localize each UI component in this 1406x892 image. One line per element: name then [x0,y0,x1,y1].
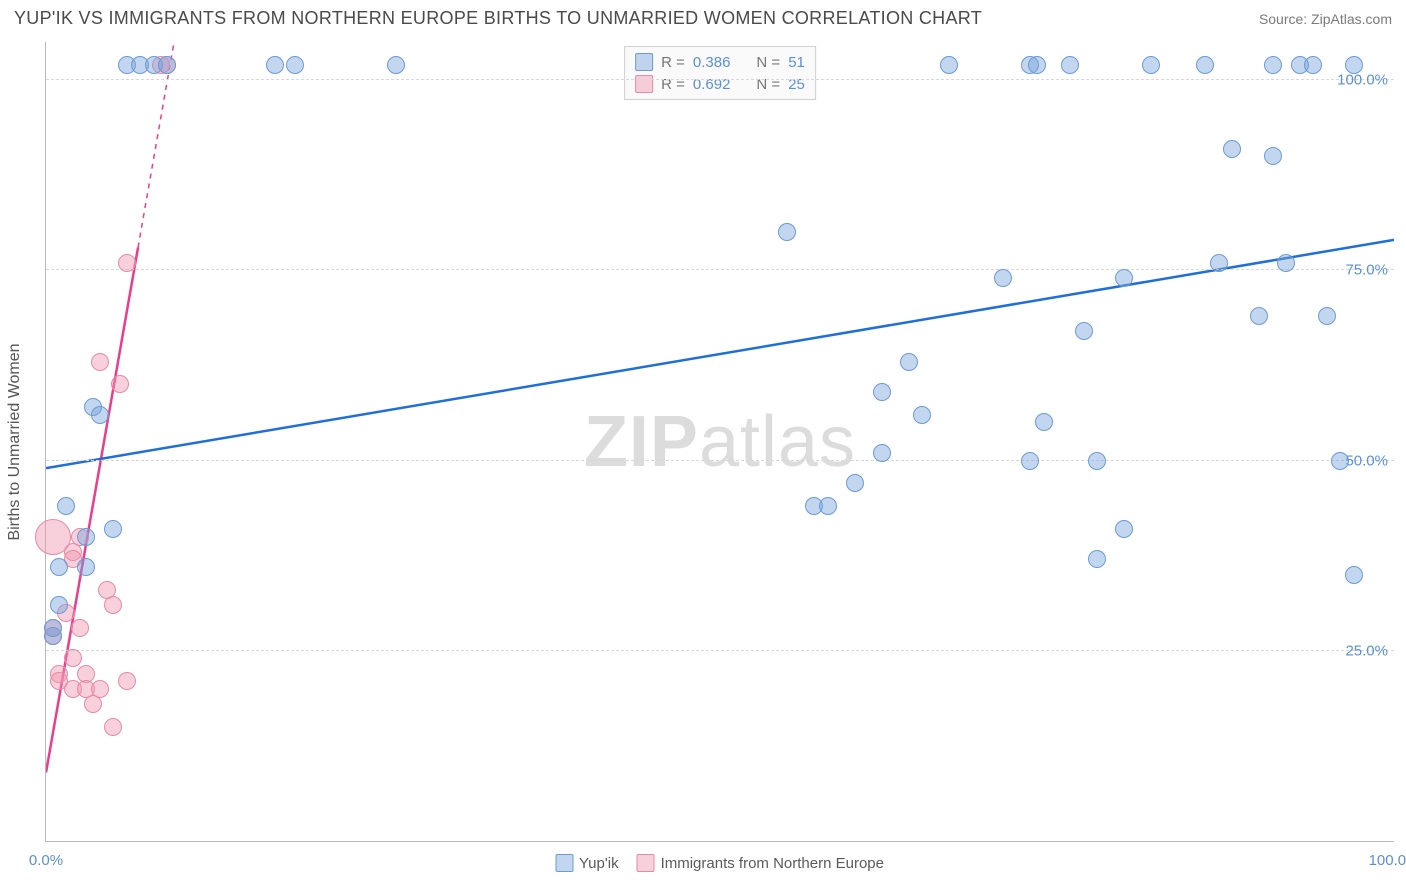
data-point [104,520,122,538]
data-point [50,558,68,576]
data-point [1264,56,1282,74]
swatch-pink-icon [637,854,655,872]
data-point [77,528,95,546]
data-point [104,596,122,614]
data-point [1264,147,1282,165]
data-point [1277,254,1295,272]
chart-area: Births to Unmarried Women ZIPatlas R = 0… [45,42,1394,842]
data-point [118,672,136,690]
data-point [1028,56,1046,74]
data-point [1075,322,1093,340]
data-point [778,223,796,241]
data-point [1088,452,1106,470]
data-point [387,56,405,74]
legend-row-blue: R = 0.386 N = 51 [635,51,805,73]
data-point [1115,520,1133,538]
data-point [1210,254,1228,272]
data-point [1088,550,1106,568]
trendlines-layer [46,42,1394,841]
r-value-pink: 0.692 [693,76,731,93]
y-axis-label: Births to Unmarried Women [6,343,24,540]
source-label: Source: ZipAtlas.com [1259,11,1392,27]
y-tick-label: 100.0% [1337,72,1388,89]
data-point [44,619,62,637]
r-value-blue: 0.386 [693,54,731,71]
data-point [1223,140,1241,158]
data-point [71,619,89,637]
x-tick-label: 100.0% [1369,852,1406,869]
data-point [1345,566,1363,584]
data-point [91,353,109,371]
correlation-legend: R = 0.386 N = 51 R = 0.692 N = 25 [624,46,816,100]
y-tick-label: 50.0% [1345,452,1388,469]
gridline [46,269,1394,270]
data-point [91,680,109,698]
legend-row-pink: R = 0.692 N = 25 [635,73,805,95]
data-point [91,406,109,424]
data-point [846,474,864,492]
data-point [1142,56,1160,74]
data-point [118,254,136,272]
n-value-blue: 51 [788,54,805,71]
data-point [158,56,176,74]
swatch-pink [635,75,653,93]
n-value-pink: 25 [788,76,805,93]
data-point [1035,413,1053,431]
data-point [111,375,129,393]
data-point [104,718,122,736]
swatch-blue [635,53,653,71]
legend-item-pink: Immigrants from Northern Europe [637,854,884,872]
data-point [1304,56,1322,74]
legend-item-blue: Yup'ik [555,854,619,872]
data-point [266,56,284,74]
watermark: ZIPatlas [584,401,856,483]
chart-title: YUP'IK VS IMMIGRANTS FROM NORTHERN EUROP… [14,8,982,29]
data-point [913,406,931,424]
data-point [1061,56,1079,74]
plot-region: ZIPatlas R = 0.386 N = 51 R = 0.692 N = … [45,42,1394,842]
data-point [819,497,837,515]
data-point [64,649,82,667]
data-point [1115,269,1133,287]
data-point [50,596,68,614]
data-point [1196,56,1214,74]
gridline [46,650,1394,651]
data-point [77,558,95,576]
y-tick-label: 75.0% [1345,262,1388,279]
data-point [1318,307,1336,325]
data-point [286,56,304,74]
data-point [1250,307,1268,325]
gridline [46,79,1394,80]
data-point [873,444,891,462]
data-point [57,497,75,515]
data-point [940,56,958,74]
data-point [900,353,918,371]
series-legend: Yup'ik Immigrants from Northern Europe [555,854,884,872]
x-tick-label: 0.0% [29,852,63,869]
data-point [1021,452,1039,470]
data-point [873,383,891,401]
y-tick-label: 25.0% [1345,642,1388,659]
data-point [994,269,1012,287]
data-point [1345,56,1363,74]
data-point [1331,452,1349,470]
swatch-blue-icon [555,854,573,872]
gridline [46,460,1394,461]
